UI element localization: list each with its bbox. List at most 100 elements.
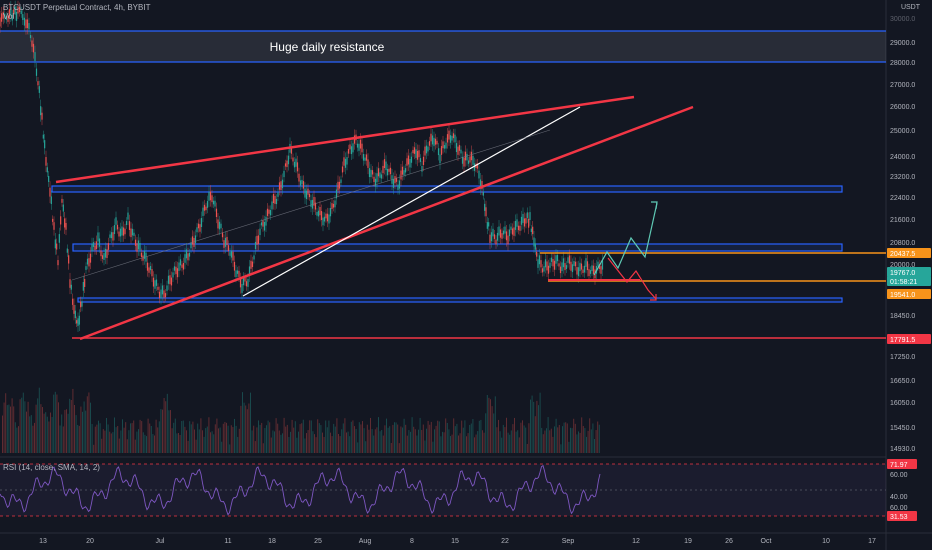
candle-body xyxy=(202,207,204,216)
candle-body xyxy=(49,187,51,197)
volume-bar xyxy=(315,437,317,453)
volume-label[interactable]: Vol xyxy=(3,12,15,21)
candle-body xyxy=(104,248,107,258)
volume-bar xyxy=(75,415,77,453)
price-badge-label: 01:58:21 xyxy=(890,279,917,286)
price-tick-label: 14930.0 xyxy=(890,446,915,453)
candle-body xyxy=(334,200,336,208)
volume-bar xyxy=(34,422,35,453)
price-tick-label: 15450.0 xyxy=(890,425,915,432)
volume-bar xyxy=(302,419,304,453)
candle-body xyxy=(158,291,161,299)
volume-bar xyxy=(350,421,352,453)
candle-body xyxy=(580,263,583,270)
volume-bar xyxy=(88,392,90,453)
volume-bar xyxy=(522,420,523,453)
candle-body xyxy=(19,7,21,13)
volume-bar xyxy=(515,431,517,453)
volume-bar xyxy=(298,431,299,453)
volume-bar xyxy=(373,435,375,453)
volume-bar xyxy=(162,409,163,453)
volume-bar xyxy=(546,428,547,453)
candle-body xyxy=(272,194,275,204)
candle-body xyxy=(179,259,182,266)
volume-bar xyxy=(304,438,306,453)
candle-body xyxy=(479,179,482,189)
price-badge-label: 17791.5 xyxy=(890,337,915,344)
volume-bar xyxy=(250,392,251,453)
volume-bar xyxy=(435,425,437,453)
volume-bar xyxy=(507,432,509,453)
candle-body xyxy=(22,14,24,21)
volume-bar xyxy=(451,434,453,453)
rsi-tick-label: 40.00 xyxy=(890,494,908,501)
price-tick-label: 20800.0 xyxy=(890,240,915,247)
candle-body xyxy=(404,168,407,173)
volume-bar xyxy=(83,401,85,453)
volume-bar xyxy=(419,417,421,453)
volume-bar xyxy=(198,429,200,453)
time-tick-label: 26 xyxy=(725,538,733,545)
candle-body xyxy=(45,157,47,166)
candle-body xyxy=(242,277,245,286)
candle-body xyxy=(173,266,176,271)
candle-body xyxy=(356,143,359,148)
volume-bar xyxy=(101,438,103,453)
volume-bar xyxy=(155,419,157,453)
candle-body xyxy=(260,222,263,226)
candle-body xyxy=(91,243,93,252)
volume-bar xyxy=(256,427,258,453)
candle-body xyxy=(582,269,584,273)
candle-body xyxy=(34,52,36,62)
symbol-title[interactable]: BTCUSDT Perpetual Contract, 4h, BYBIT xyxy=(3,3,151,12)
candle-body xyxy=(23,17,25,26)
resistance-label: Huge daily resistance xyxy=(270,40,385,54)
volume-bar xyxy=(109,431,111,453)
volume-bar xyxy=(285,426,287,453)
volume-bar xyxy=(254,441,256,453)
currency-unit[interactable]: USDT xyxy=(900,4,920,11)
volume-bar xyxy=(195,439,197,453)
candle-body xyxy=(371,170,374,175)
volume-bar xyxy=(427,420,429,453)
volume-bar xyxy=(454,426,456,453)
volume-bar xyxy=(374,429,376,453)
volume-bar xyxy=(416,435,418,453)
volume-bar xyxy=(429,424,431,453)
volume-bar xyxy=(440,436,442,453)
volume-bar xyxy=(184,426,186,453)
volume-bar xyxy=(208,417,210,453)
volume-bar xyxy=(154,435,155,453)
candle-body xyxy=(73,304,75,314)
candle-body xyxy=(169,275,171,285)
volume-bar xyxy=(194,429,195,453)
candle-body xyxy=(496,232,499,241)
rsi-tick-label: 60.00 xyxy=(890,472,908,479)
candle-body xyxy=(495,239,497,245)
volume-bar xyxy=(122,419,123,453)
price-badge-bg xyxy=(887,276,931,286)
candle-body xyxy=(265,216,267,226)
candle-body xyxy=(576,267,578,275)
candle-body xyxy=(286,160,288,168)
volume-bar xyxy=(422,424,424,453)
volume-bar xyxy=(210,432,211,453)
candle-body xyxy=(307,188,309,195)
volume-bar xyxy=(405,424,407,453)
candle-body xyxy=(314,202,317,210)
candle-body xyxy=(310,200,312,207)
volume-bar xyxy=(142,432,144,453)
candle-body xyxy=(513,227,515,236)
volume-bar xyxy=(291,419,293,453)
volume-bar xyxy=(424,440,426,453)
volume-bar xyxy=(472,419,474,453)
time-tick-label: 10 xyxy=(822,538,830,545)
rsi-label[interactable]: RSI (14, close, SMA, 14, 2) xyxy=(3,463,100,472)
volume-bar xyxy=(290,431,291,453)
volume-bar xyxy=(280,434,282,453)
candle-body xyxy=(476,163,479,169)
candle-body xyxy=(362,154,365,161)
candle-body xyxy=(69,279,71,288)
volume-bar xyxy=(211,431,213,453)
